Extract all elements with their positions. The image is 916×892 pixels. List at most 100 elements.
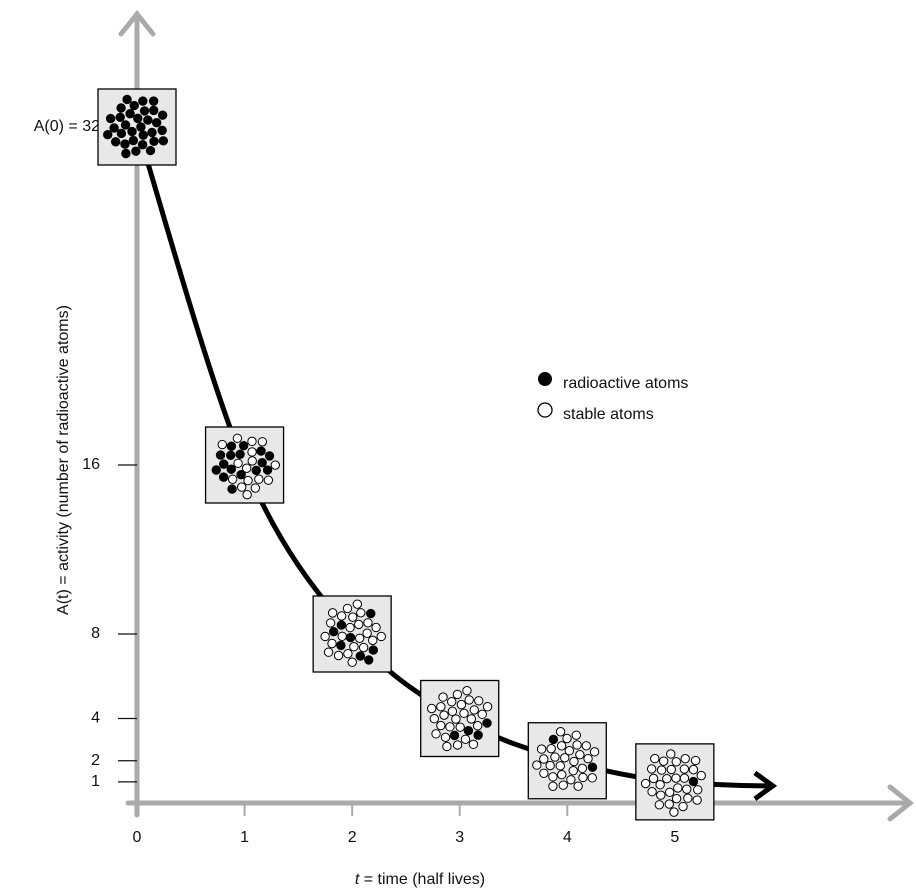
stable-atom <box>456 723 464 731</box>
stable-atom <box>430 715 438 723</box>
stable-atom <box>465 696 473 704</box>
stable-atom <box>321 632 329 640</box>
stable-atom <box>344 649 352 657</box>
stable-atom <box>218 440 226 448</box>
stable-atom <box>237 483 245 491</box>
stable-atom <box>697 771 705 779</box>
stable-atom <box>271 461 279 469</box>
radioactive-atom <box>356 652 364 660</box>
radioactive-atom <box>121 121 129 129</box>
stable-atom <box>670 808 678 816</box>
atom-box <box>313 596 391 672</box>
stable-atom <box>350 643 358 651</box>
stable-atom <box>475 697 483 705</box>
stable-atom <box>694 786 702 794</box>
stable-atom <box>453 690 461 698</box>
radioactive-atom <box>265 452 273 460</box>
stable-atom <box>672 774 680 782</box>
atom-box <box>98 89 176 165</box>
x-axis-label: t = time (half lives) <box>355 871 485 888</box>
stable-atom <box>569 767 577 775</box>
stable-atom <box>667 750 675 758</box>
stable-atom <box>693 796 701 804</box>
radioactive-atom <box>129 136 137 144</box>
stable-atom <box>437 721 445 729</box>
stable-atom <box>359 643 367 651</box>
stable-atom <box>467 715 475 723</box>
radioactive-atom <box>689 777 697 785</box>
stable-atom <box>264 476 272 484</box>
stable-atom <box>657 791 665 799</box>
stable-atom <box>248 457 256 465</box>
stable-atom <box>432 730 440 738</box>
stable-atom <box>579 773 587 781</box>
stable-atom <box>353 600 361 608</box>
stable-atom <box>533 761 541 769</box>
stable-atom <box>448 698 456 706</box>
stable-atom <box>573 741 581 749</box>
stable-atom <box>567 776 575 784</box>
radioactive-atom <box>216 451 224 459</box>
chart: A(t) = activity (number of radioactive a… <box>0 0 916 892</box>
y-tick-label: 4 <box>91 710 100 727</box>
stable-atom <box>478 710 486 718</box>
stable-atom <box>657 766 665 774</box>
stable-atom <box>248 448 256 456</box>
stable-atom <box>244 476 252 484</box>
radioactive-atom <box>367 609 375 617</box>
legend-marker-radioactive <box>538 372 552 386</box>
x-tick-label: 5 <box>670 829 679 846</box>
stable-atom <box>443 742 451 750</box>
stable-atom <box>473 722 481 730</box>
stable-atom <box>343 604 351 612</box>
stable-atom <box>680 774 688 782</box>
legend-marker-stable <box>538 403 552 417</box>
radioactive-atom <box>146 146 154 154</box>
stable-atom <box>665 800 673 808</box>
stable-atom <box>461 735 469 743</box>
stable-atom <box>483 703 491 711</box>
atom-box <box>206 427 284 503</box>
radioactive-atom <box>128 127 136 135</box>
stable-atom <box>258 438 266 446</box>
radioactive-atom <box>122 149 130 157</box>
x-tick-label: 2 <box>348 829 357 846</box>
radioactive-atom <box>219 473 227 481</box>
radioactive-atom <box>369 646 377 654</box>
y-tick-label: 2 <box>91 752 100 769</box>
radioactive-atom <box>138 141 146 149</box>
stable-atom <box>549 773 557 781</box>
radioactive-atom <box>140 107 148 115</box>
x-tick-label: 4 <box>563 829 572 846</box>
stable-atom <box>372 623 380 631</box>
radioactive-atom <box>123 95 131 103</box>
stable-atom <box>448 707 456 715</box>
radioactive-atom <box>152 118 160 126</box>
stable-atom <box>679 802 687 810</box>
stable-atom <box>440 711 448 719</box>
radioactive-atom <box>228 485 236 493</box>
stable-atom <box>558 770 566 778</box>
stable-atom <box>363 629 371 637</box>
stable-atom <box>338 632 346 640</box>
radioactive-atom <box>237 470 245 478</box>
radioactive-atom <box>126 109 134 117</box>
stable-atom <box>578 764 586 772</box>
stable-atom <box>647 765 655 773</box>
radioactive-atom <box>365 656 373 664</box>
radioactive-atom <box>110 124 118 132</box>
stable-atom <box>547 744 555 752</box>
radioactive-atom <box>236 450 244 458</box>
stable-atom <box>689 765 697 773</box>
stable-atom <box>680 765 688 773</box>
legend-label: radioactive atoms <box>563 375 688 392</box>
radioactive-atom <box>252 466 260 474</box>
legend-label: stable atoms <box>563 406 654 423</box>
radioactive-atom <box>139 131 147 139</box>
stable-atom <box>537 745 545 753</box>
stable-atom <box>457 700 465 708</box>
stable-atom <box>437 703 445 711</box>
stable-atom <box>348 658 356 666</box>
stable-atom <box>546 761 554 769</box>
stable-atom <box>570 757 578 765</box>
